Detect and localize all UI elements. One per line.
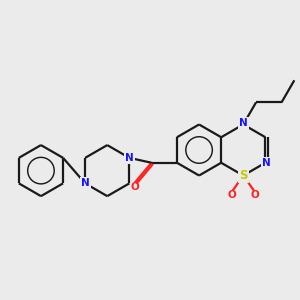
Text: S: S (239, 169, 248, 182)
Text: N: N (81, 178, 89, 188)
Text: O: O (131, 182, 140, 192)
Text: N: N (262, 158, 271, 168)
Text: N: N (239, 118, 248, 128)
Text: O: O (250, 190, 259, 200)
Text: N: N (125, 153, 134, 163)
Text: O: O (227, 190, 236, 200)
